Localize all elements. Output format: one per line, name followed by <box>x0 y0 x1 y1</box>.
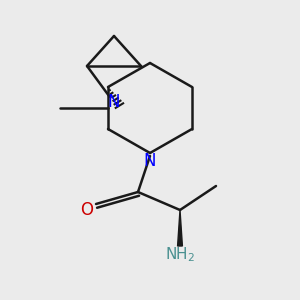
Text: N: N <box>108 93 120 111</box>
Text: NH$_2$: NH$_2$ <box>165 246 195 264</box>
Text: O: O <box>80 201 94 219</box>
Polygon shape <box>178 210 182 246</box>
Text: N: N <box>144 152 156 169</box>
